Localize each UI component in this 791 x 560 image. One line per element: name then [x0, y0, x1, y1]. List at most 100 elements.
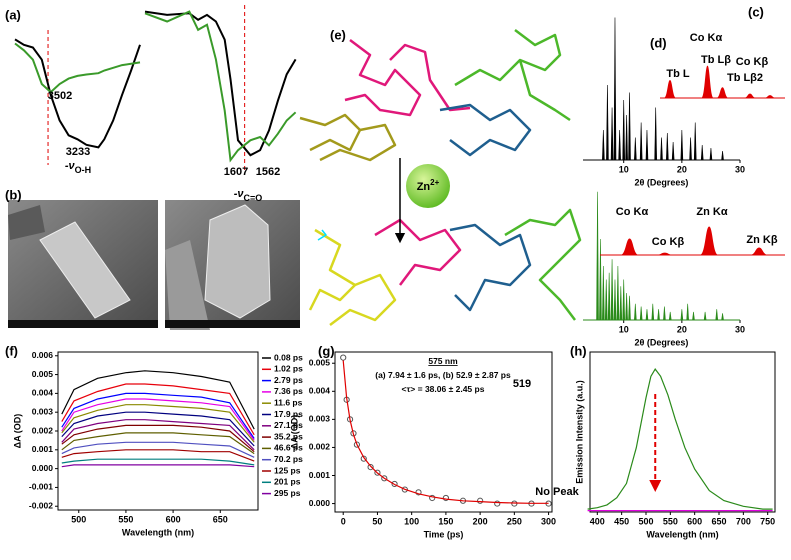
- panel-label: (d): [650, 35, 667, 50]
- legend-label: 0.08 ps: [274, 352, 303, 362]
- annotation: Zn Kα: [696, 206, 727, 218]
- y-tick-label: 0.004: [32, 388, 54, 398]
- legend-label: 1.02 ps: [274, 364, 303, 374]
- diffraction-peak: [666, 132, 669, 161]
- legend-label: 295 ps: [274, 488, 301, 498]
- x-tick-label: 550: [663, 516, 678, 526]
- x-tick-label: 500: [71, 514, 86, 524]
- x-tick-label: 550: [118, 514, 133, 524]
- legend-label: 46.6 ps: [274, 443, 303, 453]
- x-tick-label: 400: [590, 516, 605, 526]
- annotation-text: Co Kα: [616, 206, 649, 218]
- x-tick-label: 600: [166, 514, 181, 524]
- sem-images: [8, 200, 300, 330]
- data-line: [61, 370, 255, 430]
- annotation-text: Tb Lβ2: [727, 72, 763, 84]
- panel-label: (a): [5, 7, 21, 22]
- annotation: Co Kβ: [652, 236, 685, 248]
- annotation-text: 3233: [66, 146, 90, 158]
- x-tick-label: 0: [341, 516, 346, 526]
- x-tick-label: 50: [372, 516, 382, 526]
- x-tick-label: 200: [473, 516, 488, 526]
- diffraction-peak: [721, 150, 724, 161]
- diffraction-peak: [680, 309, 684, 321]
- annotation: 575 nm: [428, 356, 458, 366]
- annotation: (a) 7.94 ± 1.6 ps, (b) 52.9 ± 2.87 ps: [375, 370, 511, 380]
- diffraction-peak: [693, 122, 697, 161]
- diffraction-peak: [599, 238, 602, 321]
- data-line: [144, 10, 297, 163]
- annotation: Tb L: [666, 68, 689, 80]
- diffraction-peak: [721, 313, 724, 321]
- y-axis-title: Emission Intensity (a.u.): [574, 380, 584, 484]
- x-axis-title: 2θ (Degrees): [635, 337, 689, 347]
- annotation-text: Tb Lβ: [701, 54, 731, 66]
- annotation-subscript: O-H: [75, 165, 92, 175]
- x-axis-title: Wavelength (nm): [646, 529, 718, 539]
- legend-label: 7.36 ps: [274, 386, 303, 396]
- x-tick-label: 750: [760, 516, 775, 526]
- diffraction-peak: [634, 137, 637, 161]
- data-line: [61, 404, 255, 443]
- emission-peak: [620, 238, 639, 255]
- diffraction-peak: [686, 303, 689, 321]
- diffraction-peak: [689, 137, 692, 161]
- legend-label: 70.2 ps: [274, 454, 303, 464]
- diffraction-peak: [628, 92, 631, 161]
- y-tick-label: 0.003: [309, 414, 331, 424]
- emission-peak: [663, 80, 677, 98]
- diffraction-peak: [619, 286, 623, 321]
- panel-label: (e): [330, 27, 346, 42]
- annotation-text: (a) 7.94 ± 1.6 ps, (b) 52.9 ± 2.87 ps: [375, 370, 511, 380]
- diffraction-peak: [660, 137, 663, 161]
- x-tick-label: 30: [735, 164, 745, 174]
- diffraction-peak: [596, 191, 599, 321]
- data-line: [61, 432, 255, 455]
- annotation: 519: [513, 378, 531, 390]
- diffraction-peak: [715, 309, 719, 321]
- legend-label: 2.79 ps: [274, 375, 303, 385]
- emission-peak: [749, 247, 769, 255]
- data-point: [442, 494, 449, 502]
- crystal-structures: [299, 29, 582, 326]
- annotation: -νC=O: [234, 188, 263, 203]
- annotation: Co Kβ: [736, 56, 769, 68]
- annotation: Zn Kβ: [746, 234, 777, 246]
- x-tick-label: 700: [736, 516, 751, 526]
- data-line: [61, 441, 255, 458]
- diffraction-peak: [639, 122, 643, 161]
- data-point: [360, 455, 367, 462]
- zn-text: Zn: [417, 181, 431, 193]
- x-tick-label: 20: [677, 324, 687, 334]
- data-line: [14, 42, 141, 94]
- annotation-text: 575 nm: [428, 356, 458, 366]
- annotation: -νO-H: [65, 160, 91, 175]
- emission-peak: [716, 87, 729, 98]
- annotation: 3233: [66, 146, 90, 158]
- diffraction-peak: [654, 107, 657, 161]
- data-point: [374, 469, 381, 476]
- diffraction-peak: [607, 272, 611, 321]
- x-tick-label: 650: [213, 514, 228, 524]
- diffraction-peak: [700, 144, 704, 161]
- data-point: [391, 480, 398, 488]
- y-axis-title: ΔA (OD): [12, 414, 22, 449]
- diffraction-peak: [610, 259, 614, 321]
- diffraction-peak: [709, 147, 713, 161]
- y-tick-label: 0.005: [309, 357, 331, 367]
- y-tick-label: -0.002: [29, 500, 53, 510]
- data-point: [381, 475, 388, 482]
- annotation-text: Zn Kβ: [746, 234, 777, 246]
- diffraction-peak: [663, 306, 666, 321]
- diffraction-peak: [645, 129, 649, 161]
- diffraction-peak: [604, 279, 608, 321]
- diffraction-peak: [692, 311, 695, 321]
- data-line: [61, 424, 255, 453]
- y-tick-label: 0.000: [32, 463, 54, 473]
- data-line: [61, 398, 255, 441]
- legend-label: 201 ps: [274, 477, 301, 487]
- diffraction-peak: [639, 306, 643, 321]
- panel-label: (h): [570, 343, 587, 358]
- data-line: [61, 392, 255, 439]
- x-tick-label: 100: [404, 516, 419, 526]
